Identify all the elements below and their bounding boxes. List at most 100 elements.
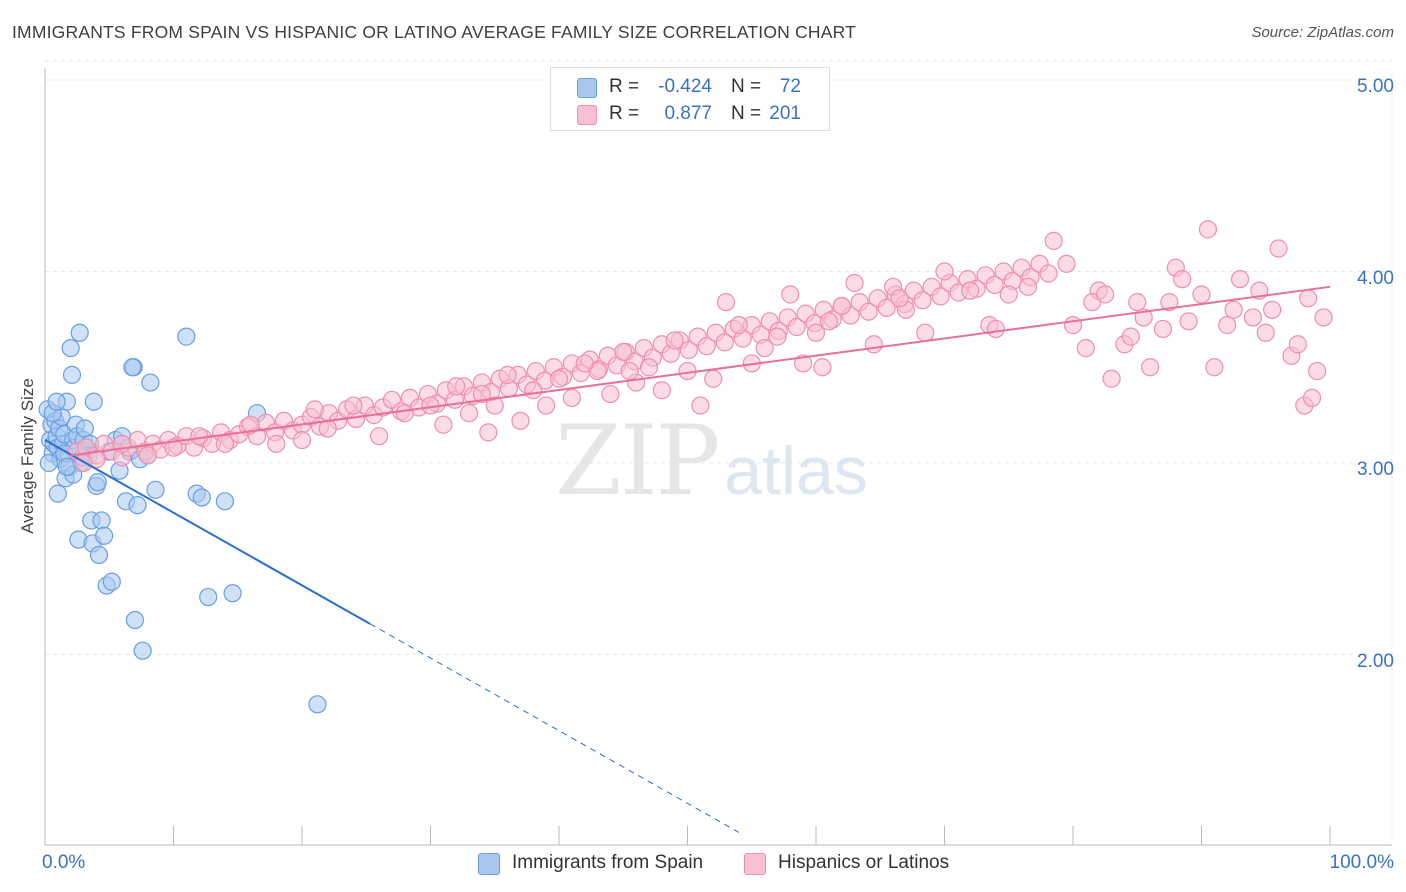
hispanic-point [916, 323, 935, 342]
stats-r-value: 0.877 [664, 103, 712, 124]
hispanic-point [768, 327, 787, 346]
hispanic-point [1192, 285, 1211, 304]
hispanic-point [813, 358, 832, 377]
hispanic-point [575, 354, 594, 373]
hispanic-point [1269, 239, 1288, 258]
hispanic-point [1256, 323, 1275, 342]
hispanic-point [859, 302, 878, 321]
hispanic-point [639, 358, 659, 377]
hispanic-point [781, 285, 800, 304]
hispanic-point [697, 337, 716, 356]
hispanic-point [1039, 264, 1058, 283]
hispanic-point [434, 415, 453, 434]
spain-point [199, 587, 218, 607]
hispanic-point [1160, 293, 1179, 312]
hispanic-point [652, 381, 671, 400]
spain-legend-swatch-icon [478, 853, 500, 875]
y-tick-label: 4.00 [1357, 267, 1394, 289]
spain-trend-extension [369, 623, 740, 833]
hispanic-point [679, 340, 698, 360]
y-tick-label: 2.00 [1357, 650, 1394, 672]
hispanic-point [138, 446, 157, 465]
hispanic-point [1140, 358, 1160, 377]
hispanic-point [1224, 300, 1243, 319]
hispanic-swatch-icon [577, 105, 597, 125]
spain-point [177, 327, 196, 346]
hispanic-point [395, 404, 414, 423]
spain-point [39, 453, 58, 473]
y-axis-label: Average Family Size [18, 378, 37, 534]
hispanic-point [1308, 361, 1327, 381]
hispanic-point [1218, 316, 1237, 335]
hispanic-point [794, 354, 813, 373]
hispanic-point [832, 296, 851, 316]
spain-point [57, 457, 76, 476]
trend-lines [44, 285, 1331, 833]
hispanic-point [370, 427, 389, 446]
hispanic-point [877, 298, 896, 317]
hispanic-legend-swatch-icon [744, 853, 766, 875]
hispanic-point [241, 415, 260, 434]
hispanic-point [537, 396, 556, 415]
spain-point [102, 572, 121, 591]
spain-trend-line [44, 439, 371, 625]
spain-point [62, 365, 82, 385]
hispanic-point [614, 342, 633, 362]
hispanic-point [1299, 289, 1318, 308]
hispanic-point [562, 388, 581, 407]
hispanic-point [601, 384, 620, 404]
hispanic-point [1288, 335, 1307, 354]
spain-point [84, 392, 103, 411]
stats-n-value: 201 [769, 103, 801, 124]
hispanic-point [1044, 231, 1063, 250]
hispanic-point [665, 331, 684, 350]
stats-r-label: R = [609, 103, 640, 124]
hispanic-point [1302, 388, 1322, 407]
hispanic-point [1076, 339, 1095, 358]
x-tick-label-min: 0.0% [42, 852, 86, 873]
spain-point [141, 373, 160, 392]
spain-point [48, 484, 67, 503]
spain-point [61, 339, 80, 358]
hispanic-point [913, 291, 932, 310]
stats-r-label: R = [609, 76, 640, 97]
hispanic-point [1173, 270, 1192, 289]
stats-n-value: 72 [779, 76, 801, 97]
hispanic-point [845, 273, 864, 293]
spain-point [89, 545, 109, 565]
hispanic-point [931, 287, 950, 306]
hispanic-point [511, 411, 530, 430]
hispanic-point [190, 427, 209, 446]
hispanic-point [715, 333, 734, 352]
hispanic-point [344, 396, 363, 415]
hispanic-point [1063, 316, 1083, 335]
watermark: ZIPatlas [555, 405, 868, 517]
hispanic-point [472, 384, 491, 404]
spain-point [192, 488, 211, 507]
stats-n-label: N = [731, 76, 762, 97]
spain-point [133, 641, 152, 660]
hispanic-point [716, 293, 736, 312]
hispanic-point [935, 262, 954, 281]
hispanic-point [787, 317, 806, 337]
hispanic-point [755, 339, 774, 358]
hispanic-point [524, 381, 543, 400]
stats-r-value: -0.424 [658, 76, 712, 97]
hispanic-point [620, 361, 639, 381]
hispanic-point [1243, 308, 1263, 327]
hispanic-point [1018, 277, 1038, 296]
x-tick-label-max: 100.0% [1329, 852, 1394, 873]
hispanic-point [498, 365, 517, 385]
spain-point [123, 358, 142, 377]
stats-box: R = -0.424 N = 72 R = 0.877 N = 201 [550, 67, 830, 131]
spain-swatch-icon [577, 78, 597, 98]
hispanic-point [549, 369, 569, 388]
hispanic-point [1121, 327, 1140, 346]
hispanic-point [1057, 254, 1076, 273]
spain-point [125, 610, 145, 630]
hispanic-point [1314, 308, 1333, 327]
spain-point [70, 323, 89, 342]
hispanic-point [459, 404, 479, 423]
hispanic-point [215, 434, 234, 453]
legend-label: Hispanics or Latinos [778, 852, 950, 873]
